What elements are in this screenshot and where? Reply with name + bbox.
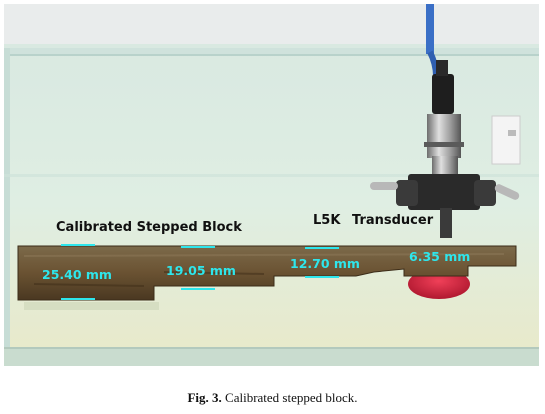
tank-scene xyxy=(4,4,539,366)
figure-caption-text: Calibrated stepped block. xyxy=(225,390,358,405)
thickness-label-6-35: 6.35 mm xyxy=(409,249,471,264)
photograph: Calibrated Stepped Block L5K Transducer … xyxy=(4,4,539,366)
figure-caption: Fig. 3. Calibrated stepped block. xyxy=(0,390,545,406)
thickness-label-25-40: 25.40 mm xyxy=(42,267,112,282)
step-marker-1b xyxy=(61,298,95,300)
thickness-label-12-70: 12.70 mm xyxy=(290,256,360,271)
step-marker-2b xyxy=(181,288,215,290)
step-marker-3b xyxy=(305,276,339,278)
thickness-label-19-05: 19.05 mm xyxy=(166,263,236,278)
step-marker-3 xyxy=(305,247,339,249)
transducer-word-label: Transducer xyxy=(352,213,434,228)
figure-number: Fig. 3. xyxy=(187,390,222,405)
transducer-model-label: L5K xyxy=(313,213,341,228)
step-marker-2 xyxy=(181,246,215,248)
step-marker-1 xyxy=(61,244,95,246)
block-title-label: Calibrated Stepped Block xyxy=(56,220,242,235)
